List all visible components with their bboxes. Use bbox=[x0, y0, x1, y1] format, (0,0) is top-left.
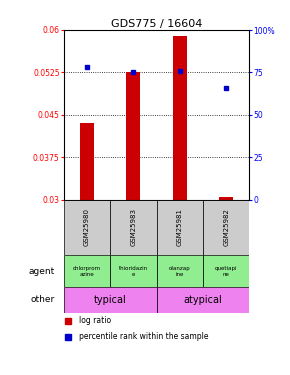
Bar bbox=[219, 197, 233, 200]
Bar bbox=[110, 255, 157, 287]
Text: percentile rank within the sample: percentile rank within the sample bbox=[79, 332, 208, 341]
Text: GSM25982: GSM25982 bbox=[223, 209, 229, 246]
Text: typical: typical bbox=[94, 295, 126, 305]
Bar bbox=[203, 255, 249, 287]
Text: GSM25980: GSM25980 bbox=[84, 209, 90, 246]
Text: thioridazin
e: thioridazin e bbox=[119, 266, 148, 276]
Bar bbox=[80, 123, 94, 200]
Bar bbox=[203, 200, 249, 255]
Text: quetiapi
ne: quetiapi ne bbox=[215, 266, 238, 276]
Text: GSM25981: GSM25981 bbox=[177, 209, 183, 246]
Text: olanzap
ine: olanzap ine bbox=[169, 266, 191, 276]
Bar bbox=[157, 200, 203, 255]
Text: chlorprom
azine: chlorprom azine bbox=[73, 266, 101, 276]
Bar bbox=[64, 287, 157, 313]
Title: GDS775 / 16604: GDS775 / 16604 bbox=[111, 19, 202, 29]
Bar bbox=[157, 287, 249, 313]
Text: log ratio: log ratio bbox=[79, 316, 111, 325]
Text: GSM25983: GSM25983 bbox=[130, 209, 136, 246]
Text: other: other bbox=[30, 296, 55, 304]
Bar bbox=[110, 200, 157, 255]
Bar bbox=[64, 255, 110, 287]
Bar bbox=[64, 200, 110, 255]
Text: atypical: atypical bbox=[184, 295, 222, 305]
Bar bbox=[157, 255, 203, 287]
Bar bbox=[126, 72, 140, 200]
Text: agent: agent bbox=[28, 267, 55, 276]
Bar bbox=[173, 36, 187, 200]
